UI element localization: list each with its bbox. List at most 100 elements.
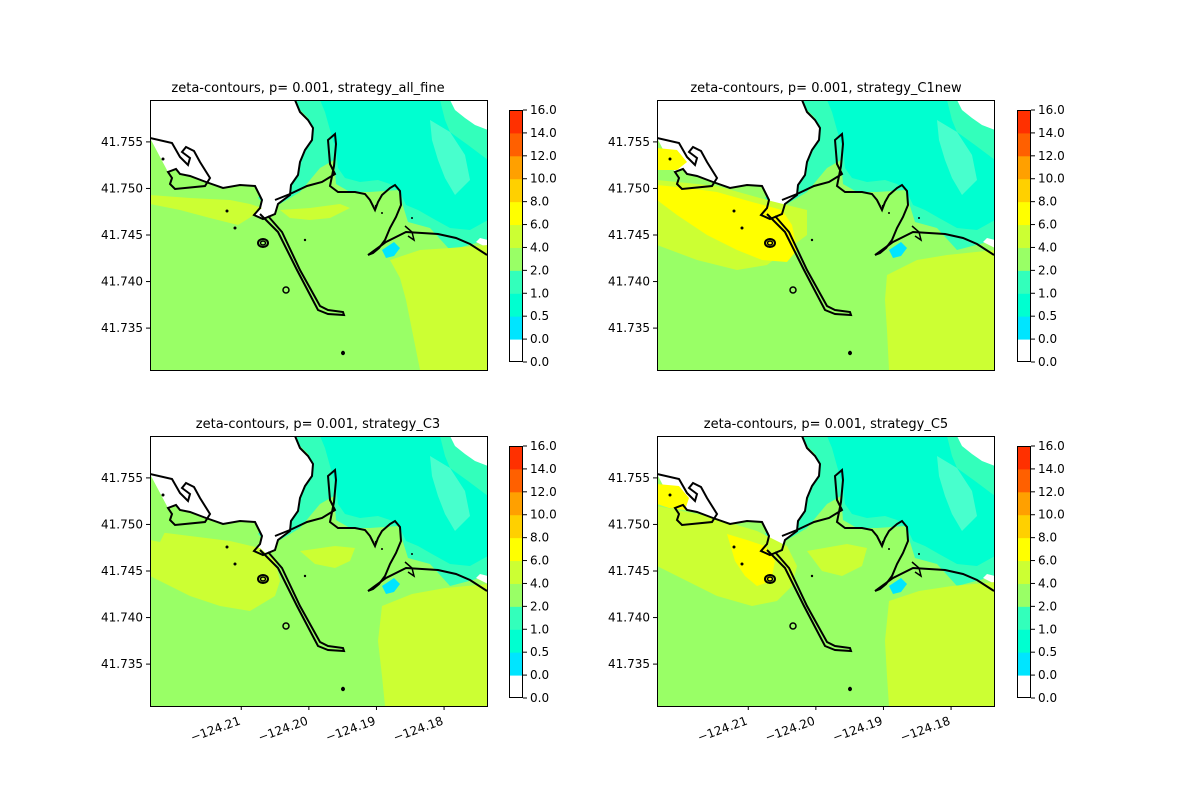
- colorbar-segment: [1017, 468, 1031, 493]
- colorbar-tick-label: 0.0: [1038, 332, 1057, 346]
- colorbar-tick-label: 4.0: [1038, 576, 1057, 590]
- colorbar-tick-label: 12.0: [530, 485, 557, 499]
- colorbar-tick-label: 2.0: [530, 599, 549, 613]
- contour-2-4: [150, 526, 165, 542]
- colorbar-tick-label: 8.0: [530, 531, 549, 545]
- colorbar-segment: [1017, 132, 1031, 157]
- colorbar-tick-label: 4.0: [1038, 240, 1057, 254]
- colorbar-segment: [509, 629, 523, 653]
- colorbar-tick-label: 8.0: [1038, 195, 1057, 209]
- colorbar-segment: [509, 201, 523, 226]
- colorbar-tick-label: 16.0: [530, 439, 557, 453]
- plot-frame: [657, 436, 995, 707]
- colorbar-segment: [1017, 270, 1031, 294]
- colorbar-segment: [1017, 675, 1031, 699]
- colorbar-tick-label: 1.0: [530, 622, 549, 636]
- colorbar-segment: [509, 155, 523, 180]
- x-tick-label: −124.18: [898, 714, 952, 745]
- y-tick-label: 41.745: [608, 228, 650, 242]
- colorbar-segment: [509, 247, 523, 271]
- y-tick-label: 41.735: [101, 321, 143, 335]
- colorbar-segment: [1017, 606, 1031, 630]
- colorbar-tick-label: 8.0: [1038, 531, 1057, 545]
- panel-c3: zeta-contours, p= 0.001, strategy_C3: [150, 417, 488, 707]
- colorbar-tick-label: 0.0: [530, 355, 549, 369]
- colorbar-tick-label: 12.0: [530, 149, 557, 163]
- colorbar-segment: [509, 270, 523, 294]
- x-tick-label: −124.19: [831, 714, 885, 745]
- y-tick-label: 41.750: [608, 181, 650, 195]
- y-tick-label: 41.755: [101, 471, 143, 485]
- contour-6-8: [657, 148, 687, 170]
- colorbar-segment: [509, 110, 523, 134]
- plot-frame: [657, 100, 995, 371]
- contour-4-6: [300, 546, 355, 568]
- colorbar-segment: [1017, 178, 1031, 203]
- colorbar-segment: [509, 339, 523, 363]
- contour-4-6: [378, 584, 488, 706]
- colorbar-segment: [1017, 201, 1031, 226]
- x-tick-label: −124.19: [324, 714, 378, 745]
- plot-frame: [150, 436, 488, 707]
- colorbar-tick-label: 0.0: [1038, 668, 1057, 682]
- colorbar-segment: [1017, 155, 1031, 180]
- plot-area: [150, 100, 488, 370]
- contour-4-6: [280, 204, 350, 220]
- colorbar-segment: [1017, 293, 1031, 317]
- x-tick-label: −124.20: [763, 714, 817, 745]
- y-tick-label: 41.745: [608, 564, 650, 578]
- y-tick-label: 41.755: [101, 135, 143, 149]
- contour-4-6: [150, 195, 262, 225]
- colorbar-tick-label: 1.0: [530, 286, 549, 300]
- colorbar-segment: [509, 224, 523, 248]
- colorbar-tick-label: 0.5: [1038, 309, 1057, 323]
- colorbar-segment: [509, 132, 523, 157]
- colorbar-segment: [509, 675, 523, 699]
- panel-all-fine: zeta-contours, p= 0.001, strategy_all_fi…: [150, 81, 488, 371]
- y-tick-label: 41.750: [101, 517, 143, 531]
- colorbar-tick-label: 10.0: [530, 172, 557, 186]
- panel-c5: zeta-contours, p= 0.001, strategy_C5: [657, 417, 995, 707]
- colorbar-segment: [509, 316, 523, 340]
- colorbar-tick-label: 8.0: [530, 195, 549, 209]
- colorbar-tick-label: 2.0: [1038, 263, 1057, 277]
- colorbar-tick-label: 14.0: [530, 462, 557, 476]
- colorbar-tick-label: 1.0: [1038, 286, 1057, 300]
- colorbar-tick-label: 4.0: [530, 576, 549, 590]
- colorbar-tick-label: 16.0: [1038, 439, 1065, 453]
- x-tick-label: −124.20: [256, 714, 310, 745]
- colorbar-segment: [509, 468, 523, 493]
- colorbar-segment: [509, 178, 523, 203]
- colorbar-tick-label: 16.0: [1038, 103, 1065, 117]
- panel-title: zeta-contours, p= 0.001, strategy_C5: [704, 417, 948, 432]
- colorbar-segment: [509, 514, 523, 539]
- colorbar-tick-label: 0.5: [530, 309, 549, 323]
- y-tick-label: 41.750: [608, 517, 650, 531]
- y-tick-label: 41.740: [608, 611, 650, 625]
- colorbar-segment: [509, 537, 523, 562]
- y-tick-label: 41.735: [101, 657, 143, 671]
- colorbar-tick-label: 10.0: [530, 508, 557, 522]
- panel-title: zeta-contours, p= 0.001, strategy_C1new: [690, 81, 962, 96]
- colorbar-segment: [1017, 110, 1031, 134]
- colorbar-segment: [509, 491, 523, 516]
- colorbar-tick-label: 1.0: [1038, 622, 1057, 636]
- colorbar-segment: [1017, 339, 1031, 363]
- contour-4-6: [390, 245, 488, 370]
- y-tick-label: 41.740: [101, 275, 143, 289]
- panel-title: zeta-contours, p= 0.001, strategy_all_fi…: [171, 81, 444, 96]
- colorbar-tick-label: 10.0: [1038, 508, 1065, 522]
- contour-6-8: [657, 185, 797, 262]
- plot-area: [657, 100, 995, 370]
- y-tick-label: 41.735: [608, 657, 650, 671]
- colorbar-tick-label: 6.0: [530, 554, 549, 568]
- y-tick-label: 41.735: [608, 321, 650, 335]
- colorbar-tick-label: 14.0: [1038, 126, 1065, 140]
- panel-title: zeta-contours, p= 0.001, strategy_C3: [196, 417, 440, 432]
- colorbar-tick-label: 0.0: [530, 691, 549, 705]
- colorbar-segment: [1017, 629, 1031, 653]
- y-tick-label: 41.740: [101, 611, 143, 625]
- y-tick-label: 41.745: [101, 564, 143, 578]
- colorbar-frame: [1017, 446, 1031, 698]
- colorbar-segment: [1017, 560, 1031, 584]
